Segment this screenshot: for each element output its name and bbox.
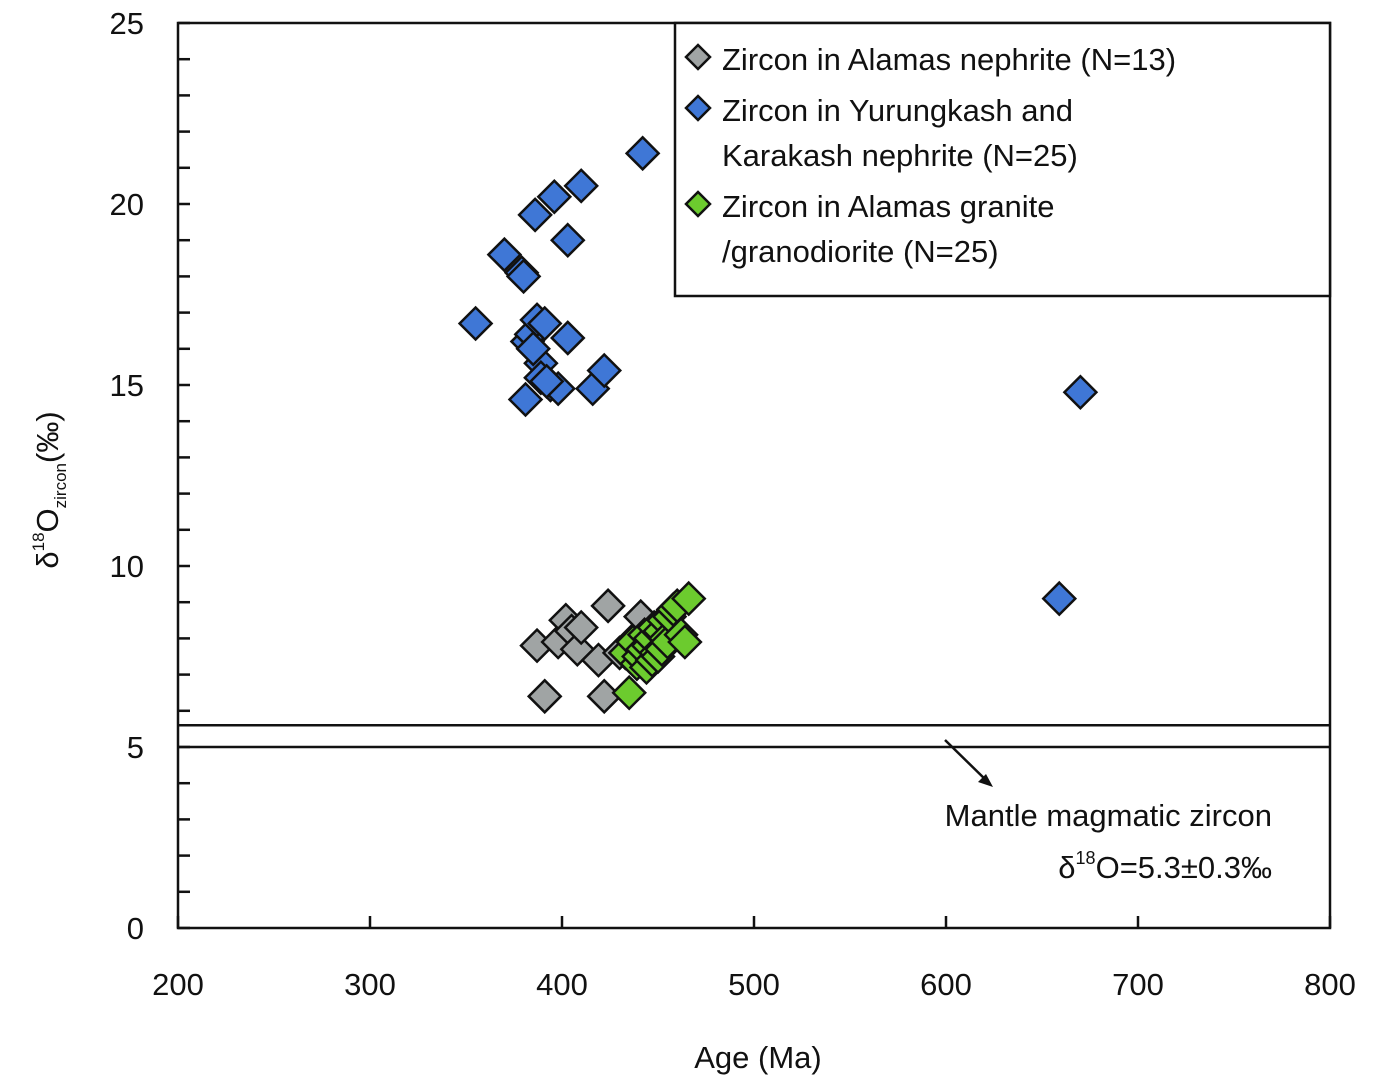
legend-label-series-2: Zircon in Yurungkash and [722,93,1073,128]
y-axis-title-text: δ18Ozircon(‰) [29,411,70,568]
annotation-arrow [944,739,991,785]
data-point-series-3 [670,580,707,617]
x-tick-label: 800 [1304,967,1356,1002]
y-tick-label: 5 [127,730,144,765]
legend-marker-series-1 [684,43,712,71]
data-point-series-2 [486,236,523,273]
y-title-delta: δ [30,551,65,568]
data-point-series-2 [549,222,586,258]
data-point-series-2 [505,258,542,295]
data-point-series-2 [586,352,623,389]
y-tick-label: 20 [110,187,144,222]
y-tick-label: 25 [110,6,144,41]
x-axis-title: Age (Ma) [694,1040,821,1075]
mantle-label-rest: O=5.3±0.3‰ [1096,850,1272,885]
data-point-series-3 [667,624,703,660]
legend-box [673,21,1332,298]
data-point-series-2 [549,320,586,356]
y-title-main: O [30,508,65,532]
data-point-series-1 [590,588,626,624]
x-tick-label: 600 [920,967,972,1002]
mantle-label-line2: δ18O=5.3±0.3‰ [1058,848,1272,885]
mantle-band-layer [178,724,1330,749]
y-title-sup: 18 [29,532,48,551]
data-point-series-2 [457,305,494,342]
data-points-layer [457,135,1099,715]
legend-label-series-2: Karakash nephrite (N=25) [722,138,1078,173]
data-point-series-2 [507,381,544,418]
data-point-series-2 [536,178,573,215]
y-tick-label: 0 [127,911,144,946]
data-point-series-2 [515,331,551,367]
data-point-series-2 [563,168,599,204]
axis-ticks-layer: 200 300 400 500 600 700 800 0 5 10 15 20 25 [110,6,1356,1002]
y-axis-title: δ18Ozircon(‰) [29,411,70,568]
x-tick-label: 700 [1112,967,1164,1002]
data-point-series-2 [517,197,553,233]
data-point-series-1 [563,609,599,646]
data-point-series-3 [611,674,647,711]
x-tick-label: 500 [728,967,780,1002]
mantle-label-line1: Mantle magmatic zircon [945,798,1272,833]
mantle-label-delta: δ [1058,850,1075,885]
y-tick-label: 10 [110,549,144,584]
data-point-series-2 [1041,580,1078,617]
legend-label-series-3: /granodiorite (N=25) [722,234,999,269]
data-point-series-2 [1062,374,1099,411]
data-point-series-2 [624,135,661,172]
x-tick-label: 300 [344,967,396,1002]
y-tick-label: 15 [110,368,144,403]
legend-label-series-3: Zircon in Alamas granite [722,189,1055,224]
data-point-series-1 [526,678,563,715]
legend-marker-series-3 [684,190,712,218]
y-title-suffix: (‰) [30,411,65,463]
data-point-series-2 [528,363,565,400]
annotation-arrowhead [978,774,993,787]
mantle-annotation: Mantle magmatic zircon δ18O=5.3±0.3‰ [944,739,1272,885]
y-title-sub: zircon [51,463,70,508]
x-tick-label: 400 [536,967,588,1002]
legend-label-series-1: Zircon in Alamas nephrite (N=13) [722,42,1176,77]
legend-marker-series-2 [684,94,712,122]
mantle-label-sup: 18 [1076,848,1096,868]
data-point-series-2 [526,305,563,342]
legend: Zircon in Alamas nephrite (N=13) Zircon i… [673,21,1332,298]
x-tick-label: 200 [152,967,204,1002]
